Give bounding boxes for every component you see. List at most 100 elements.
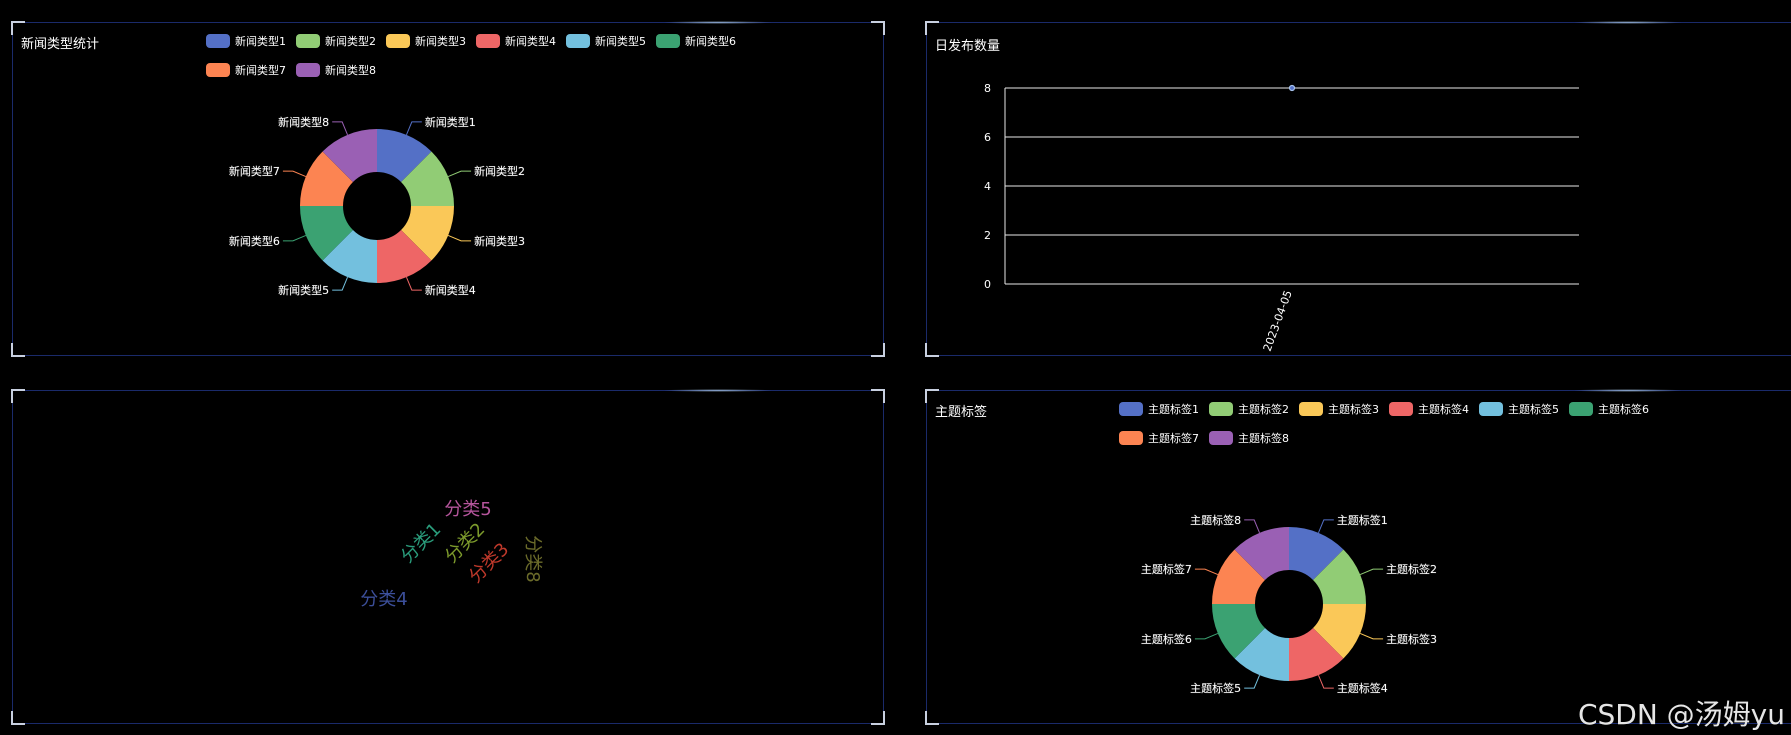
news-type-slice-label: 新闻类型6 xyxy=(229,234,280,248)
topic-tag-panel: 主题标签 主题标签1 主题标签2 主题标签3 主题标签4 主题标签5 主题标签6 主题标签7… xyxy=(925,389,1791,725)
legend-label: 新闻类型5 xyxy=(595,34,646,48)
news-type-slice-5[interactable] xyxy=(322,230,377,283)
topic-tag-label-line xyxy=(1194,633,1219,640)
legend-swatch xyxy=(1569,401,1593,416)
topic-tag-legend-item-6[interactable]: 主题标签6 xyxy=(1569,401,1649,416)
topic-tag-slice-8[interactable] xyxy=(1234,527,1289,580)
data-point[interactable] xyxy=(1288,84,1296,92)
news-type-slice-2[interactable] xyxy=(401,151,454,206)
glow-decoration xyxy=(1573,21,1683,24)
legend-label: 新闻类型6 xyxy=(685,34,736,48)
legend-swatch xyxy=(1389,401,1413,416)
topic-tag-label-line xyxy=(1244,674,1260,689)
legend-swatch xyxy=(1119,430,1143,445)
glow-decoration xyxy=(1573,389,1683,392)
news-type-legend-item-1[interactable]: 新闻类型1 xyxy=(206,33,286,48)
topic-tag-slice-5[interactable] xyxy=(1234,628,1289,681)
news-type-legend-item-4[interactable]: 新闻类型4 xyxy=(476,33,556,48)
corner-decoration xyxy=(925,343,939,357)
corner-decoration xyxy=(871,389,885,403)
corner-decoration xyxy=(925,21,939,35)
legend-swatch xyxy=(386,33,410,48)
topic-tag-label-line xyxy=(1318,674,1334,689)
corner-decoration xyxy=(11,343,25,357)
corner-decoration xyxy=(925,389,939,403)
corner-decoration xyxy=(871,21,885,35)
y-tick-label: 0 xyxy=(984,278,991,291)
news-type-label-line xyxy=(447,235,472,242)
y-tick-label: 2 xyxy=(984,229,991,242)
topic-tag-label-line xyxy=(1359,633,1384,640)
topic-tag-slice-label: 主题标签1 xyxy=(1337,513,1388,527)
daily-count-title: 日发布数量 xyxy=(935,39,1001,54)
legend-swatch xyxy=(1479,401,1503,416)
daily-count-panel: 日发布数量 0 2 4 6 8 2023-04-05 xyxy=(925,21,1791,357)
topic-tag-slice-label: 主题标签2 xyxy=(1386,562,1437,576)
news-type-slice-1[interactable] xyxy=(377,129,432,182)
news-type-legend-item-5[interactable]: 新闻类型5 xyxy=(566,33,646,48)
legend-label: 新闻类型1 xyxy=(235,34,286,48)
category-wordcloud-panel: 分类5 分类1 分类2 分类3 分类8 分类4 xyxy=(11,389,885,725)
topic-tag-slice-label: 主题标签6 xyxy=(1141,632,1192,646)
news-type-label-line xyxy=(282,170,307,177)
news-type-label-line xyxy=(332,276,348,291)
news-type-legend-item-2[interactable]: 新闻类型2 xyxy=(296,33,376,48)
news-type-slice-label: 新闻类型8 xyxy=(278,115,329,129)
news-type-slice-4[interactable] xyxy=(377,230,432,283)
topic-tag-legend: 主题标签1 主题标签2 主题标签3 主题标签4 主题标签5 主题标签6 主题标签7 主题标签8 xyxy=(1119,401,1679,445)
legend-label: 主题标签3 xyxy=(1328,402,1379,416)
news-type-legend-item-7[interactable]: 新闻类型7 xyxy=(206,62,286,77)
topic-tag-slice-label: 主题标签5 xyxy=(1190,681,1241,695)
legend-label: 新闻类型4 xyxy=(505,34,556,48)
news-type-slice-6[interactable] xyxy=(300,206,353,261)
topic-tag-legend-item-5[interactable]: 主题标签5 xyxy=(1479,401,1559,416)
legend-swatch xyxy=(656,33,680,48)
topic-tag-slice-1[interactable] xyxy=(1289,527,1344,580)
topic-tag-slice-label: 主题标签8 xyxy=(1190,513,1241,527)
legend-swatch xyxy=(206,62,230,77)
news-type-slice-label: 新闻类型2 xyxy=(474,164,525,178)
topic-tag-legend-item-1[interactable]: 主题标签1 xyxy=(1119,401,1199,416)
topic-tag-legend-item-7[interactable]: 主题标签7 xyxy=(1119,430,1199,445)
news-type-legend-item-3[interactable]: 新闻类型3 xyxy=(386,33,466,48)
topic-tag-legend-item-2[interactable]: 主题标签2 xyxy=(1209,401,1289,416)
news-type-label-line xyxy=(447,170,472,177)
legend-swatch xyxy=(566,33,590,48)
glow-decoration xyxy=(663,21,773,24)
word-1: 分类5 xyxy=(444,499,491,520)
news-type-slice-7[interactable] xyxy=(300,151,353,206)
topic-tag-slice-4[interactable] xyxy=(1289,628,1344,681)
legend-swatch xyxy=(1119,401,1143,416)
legend-label: 新闻类型3 xyxy=(415,34,466,48)
news-type-slice-8[interactable] xyxy=(322,129,377,182)
news-type-panel: 新闻类型统计 新闻类型1 新闻类型2 新闻类型3 新闻类型4 新闻类型5 新闻类型6 新闻类… xyxy=(11,21,885,357)
news-type-donut-chart: 新闻类型1 新闻类型2 新闻类型3 新闻类型4 新闻类型5 新闻类型6 新闻类型7 新闻类型8 xyxy=(229,115,526,298)
topic-tag-donut-chart: 主题标签1 主题标签2 主题标签3 主题标签4 主题标签5 主题标签6 主题标签7 主题标签8 xyxy=(1141,513,1438,696)
topic-tag-slice-2[interactable] xyxy=(1313,549,1366,604)
topic-tag-legend-item-8[interactable]: 主题标签8 xyxy=(1209,430,1289,445)
legend-label: 主题标签8 xyxy=(1238,431,1289,445)
topic-tag-legend-item-3[interactable]: 主题标签3 xyxy=(1299,401,1379,416)
x-tick-label: 2023-04-05 xyxy=(1261,289,1295,354)
topic-tag-legend-item-4[interactable]: 主题标签4 xyxy=(1389,401,1469,416)
news-type-slice-label: 新闻类型1 xyxy=(425,115,476,129)
legend-label: 主题标签2 xyxy=(1238,402,1289,416)
legend-swatch xyxy=(476,33,500,48)
news-type-slice-label: 新闻类型7 xyxy=(229,164,280,178)
topic-tag-label-line xyxy=(1359,568,1384,575)
news-type-legend-item-6[interactable]: 新闻类型6 xyxy=(656,33,736,48)
legend-swatch xyxy=(1209,430,1233,445)
word-2: 分类1 xyxy=(397,519,445,567)
legend-label: 新闻类型2 xyxy=(325,34,376,48)
topic-tag-slice-6[interactable] xyxy=(1212,604,1265,659)
legend-swatch xyxy=(296,33,320,48)
topic-tag-slice-3[interactable] xyxy=(1313,604,1366,659)
topic-tag-slice-7[interactable] xyxy=(1212,549,1265,604)
corner-decoration xyxy=(11,711,25,725)
legend-swatch xyxy=(1299,401,1323,416)
legend-label: 主题标签7 xyxy=(1148,431,1199,445)
corner-decoration xyxy=(871,343,885,357)
news-type-legend-item-8[interactable]: 新闻类型8 xyxy=(296,62,376,77)
news-type-slice-3[interactable] xyxy=(401,206,454,261)
